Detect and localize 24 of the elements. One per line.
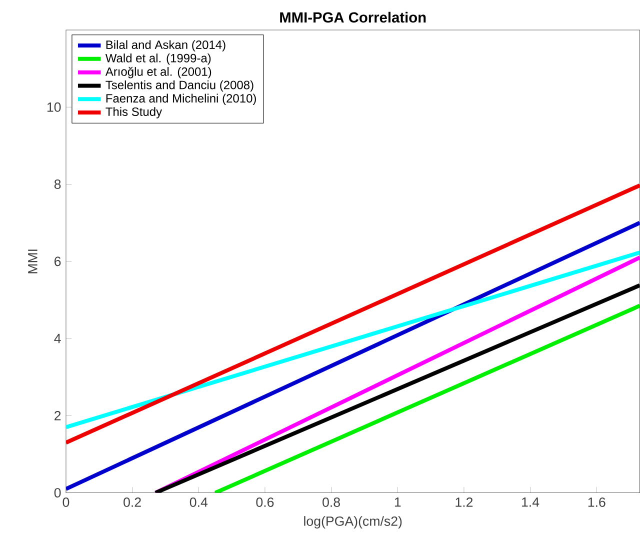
x-tick-label: 0.4 (190, 498, 208, 508)
x-tick-label: 1.6 (588, 498, 606, 508)
legend-label: Bilal and Askan (2014) (106, 40, 226, 52)
legend-label: Wald et al. (1999-a) (105, 54, 211, 65)
y-tick-label: 6 (54, 256, 61, 266)
x-axis-title: log(PGA)(cm/s2) (304, 516, 402, 529)
chart-title: MMI-PGA Correlation (280, 12, 426, 23)
x-tick-label: 0.6 (256, 498, 274, 508)
legend-label: This Study (106, 107, 162, 118)
x-tick-label: 0 (62, 498, 70, 508)
x-tick-label: 1.4 (522, 498, 540, 507)
legend-label: Tselentis and Danciu (2008) (106, 80, 254, 92)
y-tick-label: 10 (47, 102, 61, 112)
x-tick-label: 1.2 (456, 498, 473, 507)
y-tick-label: 2 (54, 411, 61, 420)
y-tick-label: 4 (54, 334, 61, 344)
x-tick-label: 0.2 (124, 498, 141, 508)
x-tick-label: 0.8 (322, 498, 340, 508)
y-tick-label: 8 (54, 180, 61, 190)
legend-label: Arıoğlu et al. (2001) (105, 67, 212, 78)
y-axis-title: MMI (28, 250, 38, 274)
y-tick-label: 0 (54, 488, 61, 498)
x-tick-label: 1 (394, 498, 401, 507)
legend-label: Faenza and Michelini (2010) (106, 94, 256, 106)
